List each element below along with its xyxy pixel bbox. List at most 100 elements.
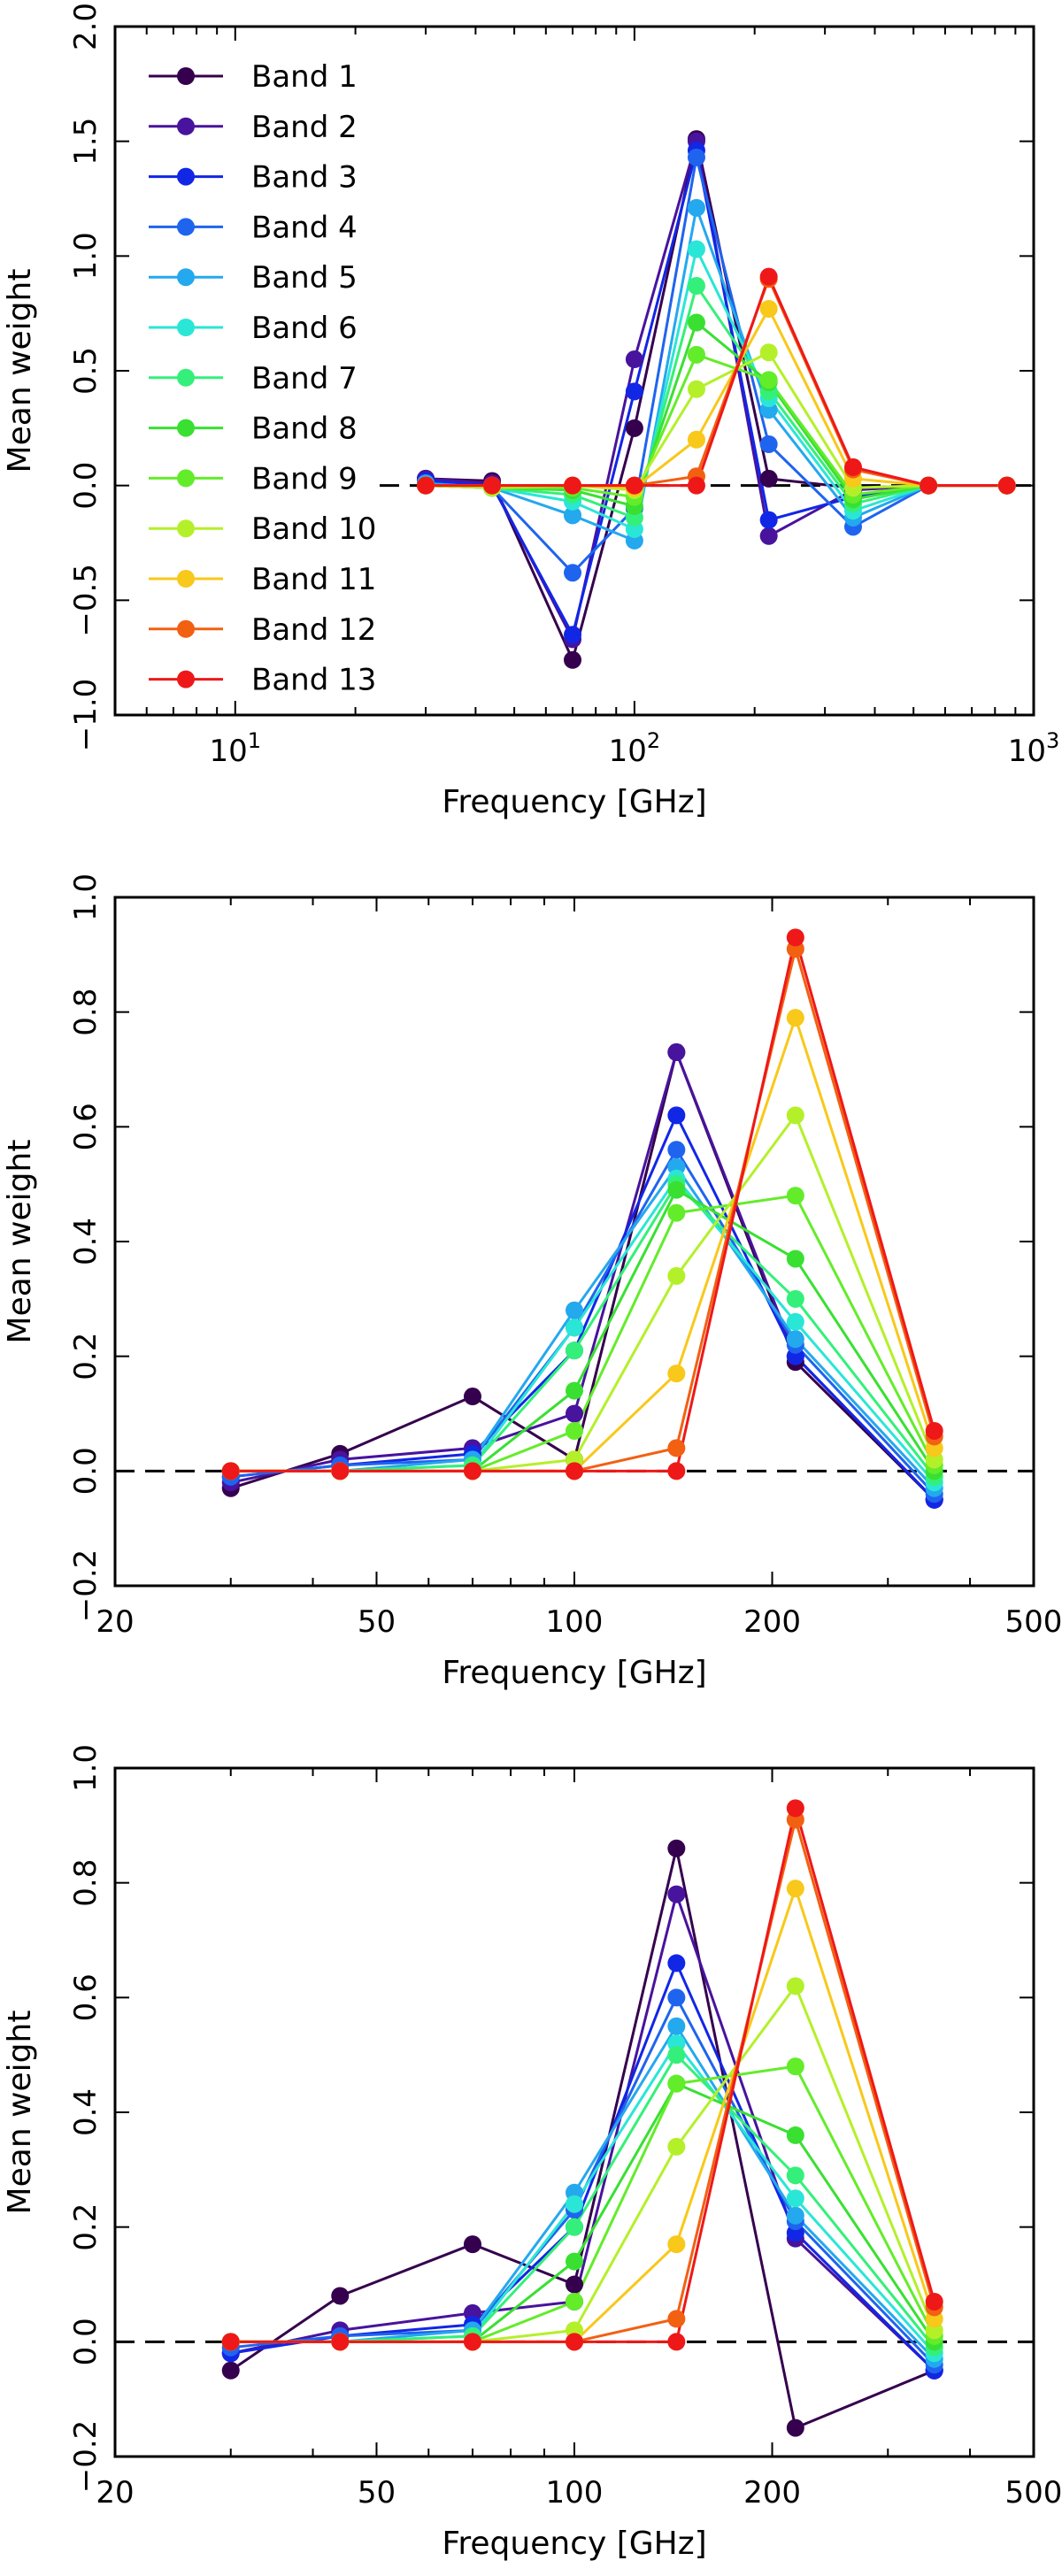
legend-marker bbox=[177, 368, 195, 387]
data-point-band-6 bbox=[687, 240, 705, 258]
y-tick-label: 2.0 bbox=[68, 3, 104, 50]
data-point-band-7 bbox=[786, 2166, 804, 2185]
plot-frame bbox=[113, 896, 1035, 1588]
data-point-band-2 bbox=[667, 1043, 686, 1062]
legend-marker bbox=[177, 419, 195, 437]
data-point-band-9 bbox=[566, 1421, 583, 1440]
y-axis-label: Mean weight bbox=[2, 1140, 38, 1344]
data-point-band-1 bbox=[463, 1388, 481, 1406]
data-point-band-1 bbox=[759, 469, 778, 488]
y-tick-label: 0.6 bbox=[68, 1973, 104, 2021]
series-line-band-1 bbox=[425, 137, 1007, 662]
data-point-band-1 bbox=[463, 2235, 481, 2254]
data-point-band-13 bbox=[463, 1462, 481, 1480]
data-point-band-13 bbox=[221, 2333, 240, 2351]
y-tick-label: 0.2 bbox=[68, 2203, 104, 2251]
data-point-band-3 bbox=[667, 1106, 686, 1125]
x-tick-label: 50 bbox=[358, 2475, 396, 2511]
data-point-band-5 bbox=[564, 506, 582, 525]
data-point-band-13 bbox=[786, 928, 804, 947]
data-point-band-4 bbox=[564, 564, 582, 582]
data-point-band-2 bbox=[667, 1885, 686, 1903]
legend-label: Band 11 bbox=[251, 562, 376, 597]
legend-label: Band 13 bbox=[251, 663, 376, 698]
series-line-band-3 bbox=[425, 149, 1007, 636]
y-tick-label: 0.0 bbox=[68, 1447, 104, 1495]
series-line-band-3 bbox=[230, 1961, 935, 2372]
data-point-band-9 bbox=[786, 2057, 804, 2076]
data-point-band-13 bbox=[331, 2333, 350, 2351]
x-tick-label: 500 bbox=[1005, 1604, 1062, 1640]
legend-label: Band 8 bbox=[251, 411, 358, 447]
y-tick-label: −0.5 bbox=[68, 564, 104, 637]
data-point-band-6 bbox=[566, 2195, 583, 2213]
legend-marker bbox=[177, 67, 195, 85]
y-tick-label: 0.0 bbox=[68, 462, 104, 510]
data-point-band-9 bbox=[566, 2292, 583, 2311]
series-line-band-11 bbox=[230, 1016, 936, 1473]
data-point-band-5 bbox=[687, 198, 705, 217]
data-point-band-10 bbox=[687, 380, 705, 398]
data-point-band-13 bbox=[925, 1421, 943, 1440]
data-point-band-3 bbox=[625, 382, 643, 401]
x-tick-label: 200 bbox=[743, 2475, 801, 2511]
data-point-band-13 bbox=[221, 1462, 240, 1480]
data-point-band-1 bbox=[786, 2418, 804, 2437]
data-point-band-1 bbox=[564, 650, 582, 669]
data-point-band-10 bbox=[786, 1977, 804, 1995]
series-line-band-12 bbox=[426, 277, 1007, 488]
data-point-band-2 bbox=[625, 350, 643, 369]
legend-marker bbox=[177, 117, 195, 135]
chart-panel-bottom: 20 50 100 200 500 −0.2 0.0 0.2 0.4 0.6 0.8 1.0 Frequ… bbox=[2, 1744, 1062, 2562]
legend-marker bbox=[177, 319, 195, 336]
legend-marker bbox=[177, 570, 195, 588]
data-point-band-13 bbox=[920, 476, 938, 495]
y-tick-label: 1.5 bbox=[68, 118, 104, 165]
data-point-band-11 bbox=[759, 299, 778, 318]
y-tick-label: 0.8 bbox=[68, 1859, 104, 1907]
y-tick-label: 0.6 bbox=[68, 1103, 104, 1150]
x-tick-label: 101 bbox=[210, 728, 262, 769]
x-tick-label: 103 bbox=[1008, 728, 1060, 769]
y-tick-label: 0.8 bbox=[68, 988, 104, 1036]
legend-marker bbox=[177, 167, 195, 186]
data-point-band-8 bbox=[566, 1381, 583, 1400]
data-point-band-8 bbox=[786, 1250, 804, 1268]
y-tick-label: 1.0 bbox=[68, 1744, 104, 1792]
y-tick-label: 0.0 bbox=[68, 2318, 104, 2365]
data-point-band-9 bbox=[667, 2074, 686, 2093]
y-tick-label: 0.4 bbox=[68, 2088, 104, 2136]
data-point-band-5 bbox=[786, 1330, 804, 1349]
data-point-band-3 bbox=[564, 626, 582, 644]
x-tick-label: 50 bbox=[358, 1604, 396, 1640]
data-point-band-11 bbox=[667, 2235, 686, 2254]
legend-label: Band 7 bbox=[251, 361, 358, 396]
data-point-band-10 bbox=[786, 1106, 804, 1125]
legend: Band 1 Band 2 Band 3 Band 4 Band 5 Band 6 Band… bbox=[149, 59, 376, 698]
y-tick-label: −0.2 bbox=[68, 1549, 104, 1623]
y-tick-label: 1.0 bbox=[68, 873, 104, 921]
y-tick-label: 0.4 bbox=[68, 1218, 104, 1265]
data-point-band-13 bbox=[759, 267, 778, 286]
legend-marker bbox=[177, 670, 195, 688]
data-point-band-1 bbox=[221, 2361, 240, 2380]
data-point-band-2 bbox=[759, 527, 778, 545]
data-point-band-5 bbox=[786, 2206, 804, 2225]
data-point-band-5 bbox=[667, 2017, 686, 2035]
x-tick-label: 20 bbox=[96, 1604, 134, 1640]
data-point-band-1 bbox=[331, 2287, 350, 2305]
data-point-band-13 bbox=[331, 1462, 350, 1480]
data-point-band-4 bbox=[667, 1141, 686, 1159]
data-point-band-7 bbox=[566, 2218, 583, 2236]
data-point-band-8 bbox=[786, 2126, 804, 2144]
data-point-band-11 bbox=[667, 1365, 686, 1383]
data-point-band-5 bbox=[566, 1301, 583, 1319]
data-point-band-9 bbox=[667, 1203, 686, 1222]
data-point-band-1 bbox=[625, 419, 643, 437]
y-tick-label: 1.0 bbox=[68, 232, 104, 280]
legend-label: Band 3 bbox=[251, 160, 358, 196]
data-point-band-9 bbox=[759, 371, 778, 389]
data-point-band-7 bbox=[566, 1342, 583, 1360]
data-point-band-8 bbox=[566, 2252, 583, 2271]
